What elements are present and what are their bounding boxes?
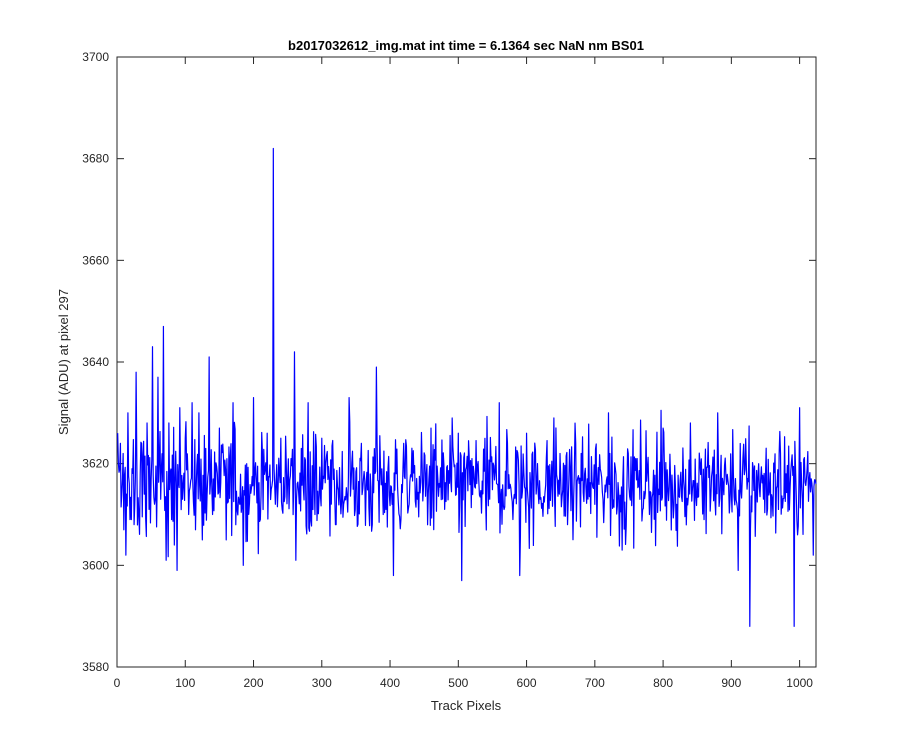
axes-box [116, 56, 817, 668]
y-axis-label: Signal (ADU) at pixel 297 [56, 289, 71, 435]
x-tick-label: 800 [653, 676, 673, 690]
chart-title: b2017032612_img.mat int time = 6.1364 se… [288, 38, 644, 53]
x-tick-label: 200 [244, 676, 264, 690]
plot-area: 0 100 200 300 400 500 600 700 800 900 1000 3580 360… [82, 50, 817, 690]
x-tick-label: 1000 [786, 676, 813, 690]
x-tick-label: 500 [448, 676, 468, 690]
x-tick-label: 300 [312, 676, 332, 690]
y-axis: 3580 3600 3620 3640 3660 3680 3700 [82, 50, 816, 674]
x-axis: 0 100 200 300 400 500 600 700 800 900 1000 [114, 57, 813, 690]
y-tick-label: 3640 [82, 355, 109, 369]
x-tick-label: 700 [585, 676, 605, 690]
y-tick-label: 3680 [82, 152, 109, 166]
y-tick-label: 3580 [82, 660, 109, 674]
x-tick-label: 400 [380, 676, 400, 690]
x-tick-label: 100 [175, 676, 195, 690]
x-tick-label: 600 [517, 676, 537, 690]
y-tick-label: 3700 [82, 50, 109, 64]
x-tick-label: 0 [114, 676, 121, 690]
y-tick-label: 3660 [82, 253, 109, 267]
y-tick-label: 3600 [82, 558, 109, 572]
series-line [117, 147, 817, 627]
x-tick-label: 900 [721, 676, 741, 690]
x-axis-label: Track Pixels [431, 698, 502, 713]
y-tick-label: 3620 [82, 457, 109, 471]
